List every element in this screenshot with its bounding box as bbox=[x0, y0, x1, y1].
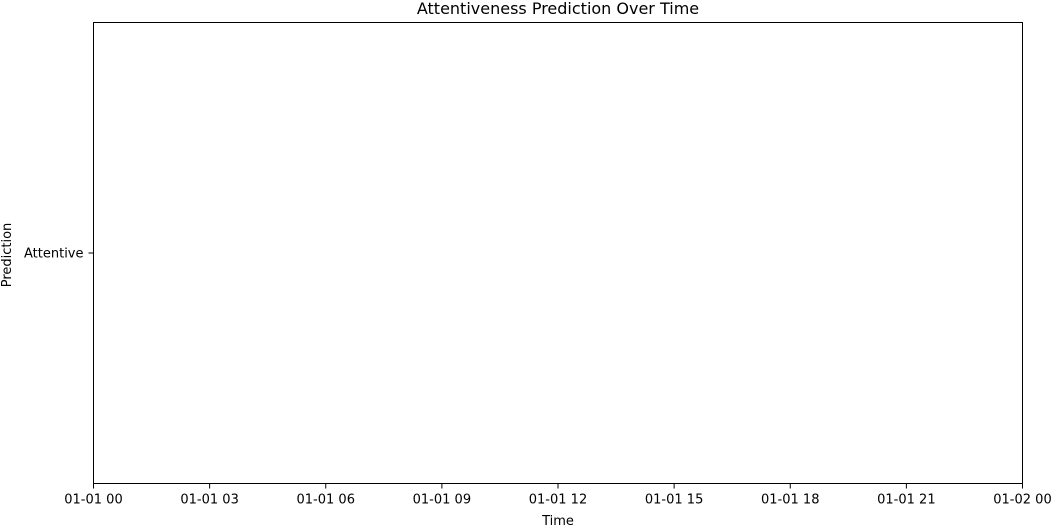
x-tick-label: 01-02 00 bbox=[993, 493, 1051, 508]
chart-title: Attentiveness Prediction Over Time bbox=[417, 0, 699, 18]
x-tick-label: 01-01 21 bbox=[877, 493, 935, 508]
y-axis-label: Prediction bbox=[0, 223, 15, 288]
x-tick-label: 01-01 03 bbox=[180, 493, 238, 508]
plot-area bbox=[93, 22, 1023, 484]
y-axis: Attentive bbox=[24, 247, 94, 262]
x-tick-label: 01-01 00 bbox=[64, 493, 122, 508]
x-tick-label: 01-01 15 bbox=[645, 493, 703, 508]
x-axis: 01-01 00 01-01 03 01-01 06 01-01 09 01-01 12… bbox=[64, 483, 1052, 508]
x-tick-label: 01-01 12 bbox=[529, 493, 587, 508]
x-tick-label: 01-01 18 bbox=[761, 493, 819, 508]
y-tick-label: Attentive bbox=[24, 247, 84, 262]
x-tick-label: 01-01 09 bbox=[413, 493, 471, 508]
x-tick-label: 01-01 06 bbox=[297, 493, 355, 508]
x-axis-label: Time bbox=[541, 514, 574, 527]
